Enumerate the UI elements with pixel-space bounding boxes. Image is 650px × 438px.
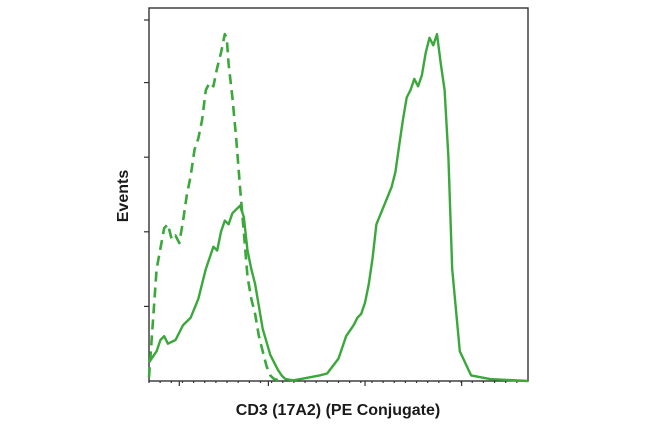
plot-frame — [148, 7, 529, 382]
series-solid-histogram — [148, 32, 529, 383]
series-dashed-histogram — [147, 32, 282, 383]
x-axis-label: CD3 (17A2) (PE Conjugate) — [236, 402, 440, 419]
series-layer — [147, 32, 529, 383]
y-axis-label: Events — [115, 170, 132, 223]
axis-ticks — [144, 19, 518, 386]
